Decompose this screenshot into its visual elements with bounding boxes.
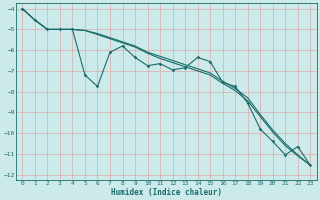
X-axis label: Humidex (Indice chaleur): Humidex (Indice chaleur) [111, 188, 222, 197]
